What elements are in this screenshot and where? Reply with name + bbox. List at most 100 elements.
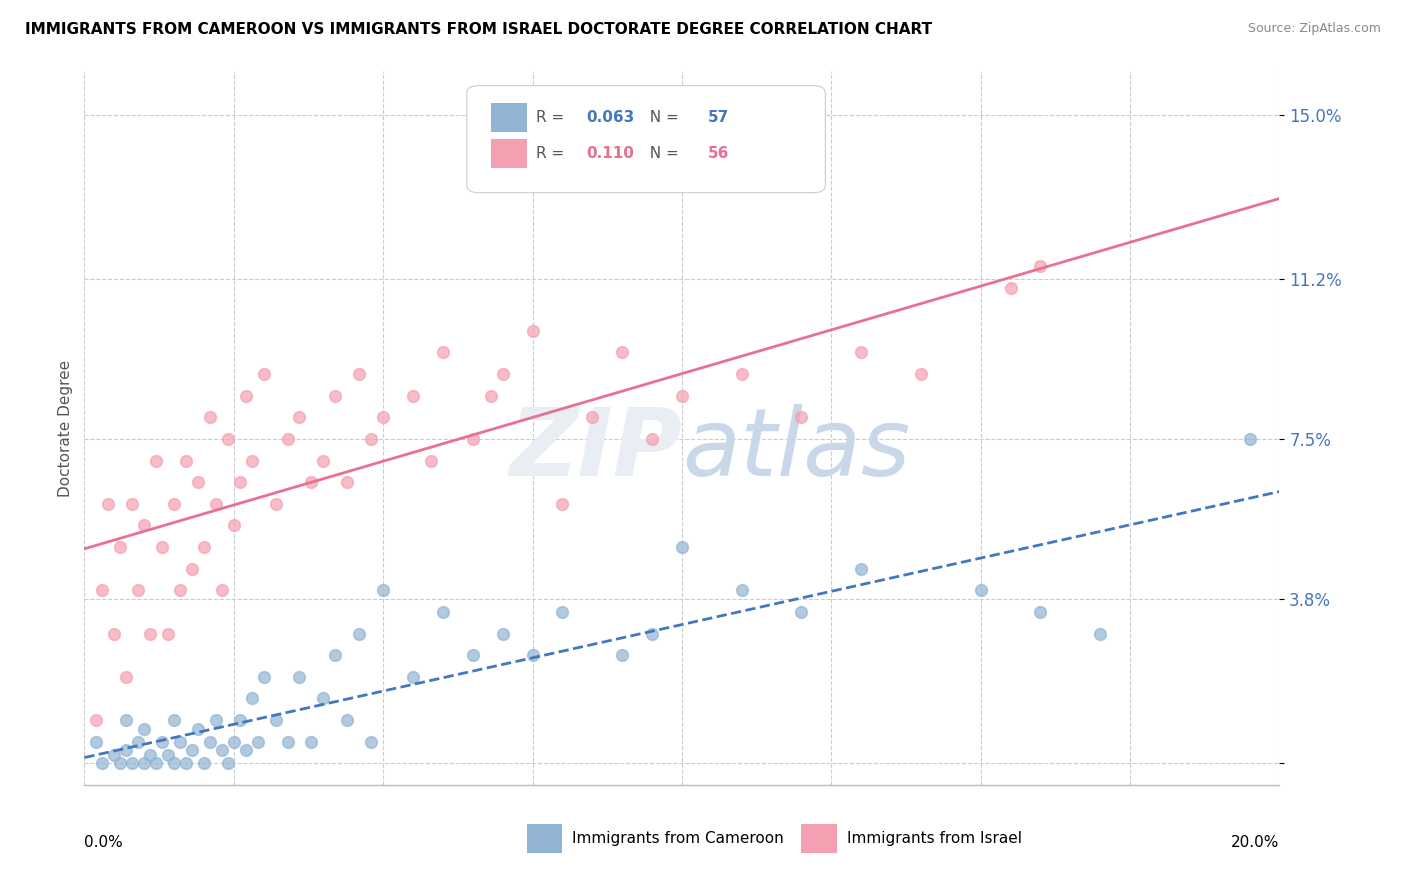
Point (217, 756, 239, 771)
Point (671, 389, 693, 403)
Text: N =: N = (640, 146, 683, 161)
Point (86, 713, 108, 727)
Point (145, 756, 167, 771)
Point (205, 497, 228, 511)
Point (1239, 432, 1261, 446)
Point (277, 432, 299, 446)
Text: 57: 57 (709, 111, 730, 125)
Point (121, 756, 143, 771)
Bar (491, 103, 527, 132)
Point (288, 670, 311, 684)
Point (132, 756, 156, 771)
Point (187, 475, 209, 490)
Text: 0.0%: 0.0% (84, 835, 124, 850)
Point (145, 453, 167, 467)
Point (551, 497, 574, 511)
Point (492, 367, 515, 381)
Point (851, 562, 873, 576)
Point (181, 562, 204, 576)
Point (1090, 626, 1112, 640)
Point (851, 345, 873, 359)
Point (373, 583, 395, 598)
Point (432, 605, 454, 619)
Point (551, 605, 574, 619)
Point (461, 648, 484, 663)
Point (349, 626, 371, 640)
Text: Immigrants from Cameroon: Immigrants from Cameroon (572, 831, 783, 846)
Point (193, 756, 215, 771)
Text: 20.0%: 20.0% (1232, 835, 1279, 850)
Point (790, 410, 813, 425)
Point (235, 743, 257, 757)
Point (163, 713, 186, 727)
Point (612, 345, 634, 359)
Point (246, 735, 269, 749)
Point (198, 410, 221, 425)
Text: R =: R = (536, 111, 569, 125)
Text: ZIP: ZIP (509, 403, 682, 496)
Point (492, 626, 515, 640)
Point (325, 648, 347, 663)
Point (115, 713, 138, 727)
Point (325, 389, 347, 403)
Point (110, 756, 132, 771)
Point (240, 453, 263, 467)
Point (91, 583, 114, 598)
Point (301, 735, 323, 749)
Text: Source: ZipAtlas.com: Source: ZipAtlas.com (1247, 22, 1381, 36)
Point (157, 626, 180, 640)
Point (336, 713, 359, 727)
Point (169, 583, 191, 598)
Point (336, 475, 359, 490)
Point (169, 735, 191, 749)
Point (432, 345, 454, 359)
Point (211, 743, 233, 757)
Y-axis label: Doctorate Degree: Doctorate Degree (58, 359, 73, 497)
Point (277, 735, 299, 749)
Point (461, 432, 484, 446)
Point (97, 497, 120, 511)
Text: 0.063: 0.063 (586, 111, 634, 125)
Point (103, 626, 125, 640)
Point (157, 747, 180, 762)
Point (1000, 280, 1022, 294)
Point (522, 648, 544, 663)
Text: N =: N = (640, 111, 683, 125)
Point (139, 626, 162, 640)
Point (91, 756, 114, 771)
Point (139, 747, 162, 762)
Point (612, 648, 634, 663)
Point (163, 756, 186, 771)
Point (970, 583, 993, 598)
Point (264, 713, 287, 727)
Point (312, 453, 335, 467)
Point (790, 605, 813, 619)
Point (349, 367, 371, 381)
Point (581, 410, 603, 425)
Point (910, 367, 932, 381)
Text: 56: 56 (709, 146, 730, 161)
Point (174, 756, 197, 771)
Point (373, 410, 395, 425)
FancyBboxPatch shape (467, 86, 825, 193)
Point (205, 713, 228, 727)
Point (150, 540, 173, 554)
Point (228, 713, 252, 727)
Point (402, 389, 425, 403)
Point (174, 453, 197, 467)
Point (264, 497, 287, 511)
Point (402, 670, 425, 684)
Point (217, 432, 239, 446)
Bar (801, 824, 838, 853)
Point (103, 747, 125, 762)
Text: 0.110: 0.110 (586, 146, 634, 161)
Point (312, 691, 335, 706)
Point (228, 475, 252, 490)
Point (671, 540, 693, 554)
Point (115, 670, 138, 684)
Point (198, 735, 221, 749)
Point (163, 497, 186, 511)
Text: Immigrants from Israel: Immigrants from Israel (846, 831, 1022, 846)
Point (301, 475, 323, 490)
Point (193, 540, 215, 554)
